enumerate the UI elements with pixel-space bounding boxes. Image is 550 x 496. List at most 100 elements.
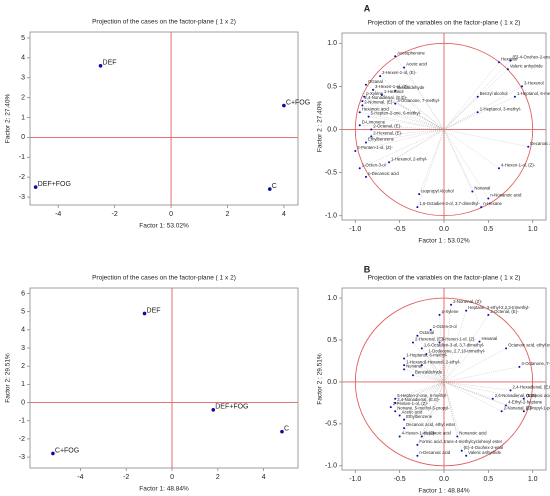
vector bbox=[443, 129, 473, 192]
point bbox=[420, 347, 423, 350]
point bbox=[211, 408, 216, 412]
plot-frame bbox=[29, 31, 299, 206]
point bbox=[372, 88, 375, 91]
x-tick-label: -2 bbox=[112, 211, 118, 218]
y-tick-label: 6 bbox=[21, 290, 25, 297]
point bbox=[509, 59, 512, 62]
vector bbox=[403, 67, 445, 130]
x-tick-label: -1.0 bbox=[349, 226, 361, 233]
vector bbox=[395, 381, 445, 412]
y-tick-label: 3 bbox=[21, 75, 25, 82]
y-tick-label: 1.0 bbox=[327, 40, 337, 47]
x-tick-label: 2 bbox=[226, 211, 230, 218]
vector bbox=[412, 342, 445, 383]
point bbox=[403, 418, 406, 421]
point bbox=[354, 150, 357, 153]
point bbox=[438, 313, 441, 316]
y-tick-label: 0 bbox=[21, 134, 25, 141]
x-tick-label: -2 bbox=[123, 474, 129, 481]
point bbox=[361, 100, 364, 103]
x-tick-label: -1.0 bbox=[349, 476, 361, 483]
x-tick-label: 0 bbox=[170, 474, 174, 481]
vector bbox=[443, 348, 507, 383]
point bbox=[476, 95, 479, 98]
vector bbox=[404, 369, 445, 383]
point-label: Nonanoic acid bbox=[459, 431, 487, 436]
point-label: 5-Hepten-2-one, 6-methyl- bbox=[371, 111, 422, 116]
x-tick-label: 0.0 bbox=[439, 476, 449, 483]
point bbox=[388, 161, 391, 164]
point bbox=[398, 414, 401, 417]
point-label: Decanoic acid, ethyl ester bbox=[406, 422, 456, 427]
panel-label: B bbox=[364, 264, 371, 274]
point bbox=[361, 104, 364, 107]
vector bbox=[419, 129, 445, 195]
y-tick-label: 1 bbox=[21, 114, 25, 121]
point bbox=[380, 94, 383, 97]
point bbox=[398, 435, 401, 438]
point bbox=[379, 75, 382, 78]
point-label: n-Decanoic acid bbox=[368, 171, 399, 176]
x-axis-label: Factor 1: 48.84% bbox=[139, 486, 189, 493]
point bbox=[394, 401, 397, 404]
point-label: Benzaldehyde bbox=[415, 369, 443, 374]
x-tick-label: -4 bbox=[77, 474, 83, 481]
vector bbox=[364, 96, 445, 130]
point-label: 2-Hexenal, (E)- bbox=[415, 337, 445, 342]
vector bbox=[395, 103, 445, 130]
point-label: 2-Nonenal, (Z)- bbox=[453, 299, 483, 304]
x-tick-label: 4 bbox=[282, 211, 286, 218]
chart-title: Projection of the variables on the facto… bbox=[368, 20, 521, 27]
point bbox=[518, 365, 521, 368]
y-tick-label: -3 bbox=[19, 454, 25, 461]
point-label: 1,6-Octadien-3-ol, 3,7-dimethyl- bbox=[419, 201, 480, 206]
point-label: Valeric anhydride bbox=[510, 63, 543, 68]
y-tick-label: -2 bbox=[19, 174, 25, 181]
vector bbox=[443, 381, 524, 412]
vector bbox=[426, 354, 445, 383]
y-tick-label: -1.0 bbox=[325, 463, 337, 470]
point bbox=[522, 410, 525, 413]
point-label: Nonane, 5-methyl-5-propyl- bbox=[397, 405, 450, 410]
point-label: DEF+FOG bbox=[38, 181, 71, 188]
point bbox=[280, 429, 284, 434]
vector bbox=[443, 381, 458, 437]
point bbox=[282, 103, 286, 108]
point-label: 1-Hexanol bbox=[384, 89, 404, 94]
vector bbox=[412, 375, 445, 383]
y-axis-label: Factor 2 : 29.51% bbox=[317, 353, 324, 405]
point-label: 1-Hexanol bbox=[406, 359, 426, 364]
point-label: 1-Hexanol, 2-ethyl- bbox=[391, 156, 428, 161]
vector bbox=[443, 366, 520, 383]
point-label: 1-Hexanol, 2-ethyl- bbox=[424, 359, 461, 364]
point-label: DEF+FOG bbox=[215, 404, 248, 411]
vector bbox=[362, 100, 445, 130]
y-tick-label: -0.5 bbox=[325, 421, 337, 428]
x-tick-label: 4 bbox=[262, 474, 266, 481]
point bbox=[527, 145, 530, 148]
y-tick-label: -1 bbox=[19, 154, 25, 161]
vector bbox=[359, 125, 445, 130]
point bbox=[497, 61, 500, 64]
point bbox=[389, 406, 392, 409]
vector bbox=[439, 314, 445, 382]
point bbox=[465, 454, 468, 457]
point-label: C bbox=[272, 183, 277, 190]
point bbox=[416, 206, 419, 209]
point bbox=[438, 341, 441, 344]
vector bbox=[443, 381, 493, 399]
vector bbox=[443, 129, 489, 199]
point-label: 1-Heptanol, 6-methyl- bbox=[406, 353, 448, 358]
point-label: 1-Dodecene, 2,7,10-trimethyl- bbox=[428, 348, 485, 353]
point-label: (E)-4-Oxohex-2-enal bbox=[464, 445, 503, 450]
point bbox=[394, 397, 397, 400]
panel-label: A bbox=[364, 3, 371, 13]
point-label: Isopropyl Alcohol bbox=[421, 188, 454, 193]
vector bbox=[443, 381, 502, 412]
point-label: 2-Octenal, (E)- bbox=[490, 309, 519, 314]
point bbox=[506, 68, 509, 71]
vector bbox=[443, 96, 478, 130]
y-tick-label: 4 bbox=[21, 327, 25, 334]
